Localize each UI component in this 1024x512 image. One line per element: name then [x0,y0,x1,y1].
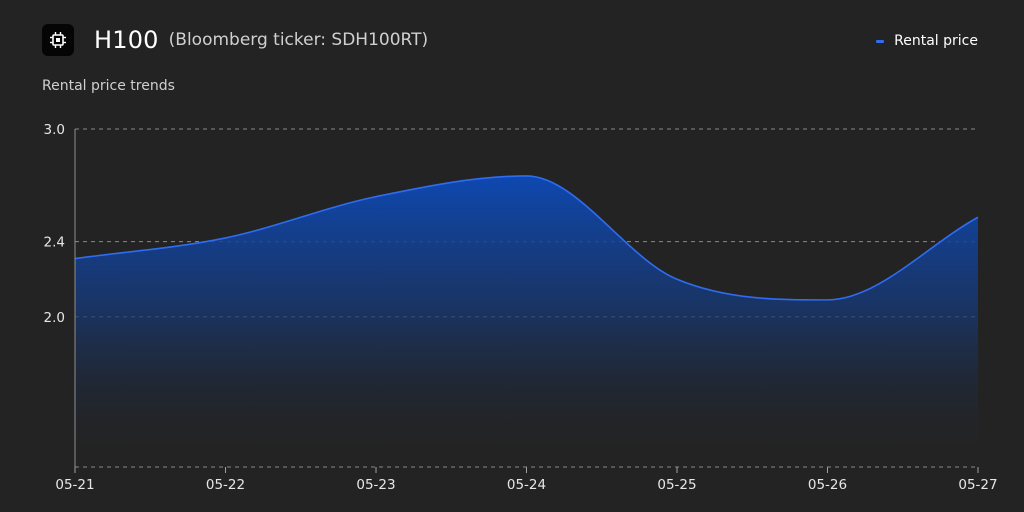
data-point-2[interactable] [374,194,379,199]
rental-price-line[interactable] [74,175,979,301]
data-point-3[interactable] [524,173,529,178]
data-point-1[interactable] [223,235,228,240]
x-tick-label-2: 05-23 [356,477,395,493]
x-tick-label-6: 05-27 [958,477,997,493]
y-tick-label-1: 2.4 [44,235,65,251]
x-tick-label-4: 05-25 [657,477,696,493]
chip-icon [42,24,74,56]
chart-header: H100 (Bloomberg ticker: SDH100RT) [42,24,428,56]
x-tick-label-1: 05-22 [206,477,245,493]
section-title: Rental price trends [42,78,175,94]
data-point-4[interactable] [675,277,680,282]
legend-label: Rental price [894,33,978,49]
legend-swatch [876,39,885,43]
y-tick-label-2: 3.0 [44,122,65,138]
y-tick-label-0: 2.0 [44,310,65,326]
legend[interactable]: Rental price [876,33,978,49]
rental-price-area [75,175,978,467]
chart-title: H100 [94,26,159,54]
x-tick-label-5: 05-26 [808,477,847,493]
data-point-5[interactable] [825,297,830,302]
data-point-6[interactable] [976,215,981,220]
x-tick-label-3: 05-24 [507,477,546,493]
chart-subtitle: (Bloomberg ticker: SDH100RT) [168,30,429,50]
x-tick-label-0: 05-21 [55,477,94,493]
